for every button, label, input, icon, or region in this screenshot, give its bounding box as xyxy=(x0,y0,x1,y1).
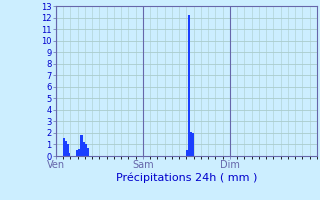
Bar xyxy=(76,150,78,156)
Bar xyxy=(87,148,89,156)
Bar xyxy=(67,144,69,156)
Bar xyxy=(81,135,83,156)
Bar xyxy=(83,142,85,156)
Bar xyxy=(63,138,65,156)
Bar xyxy=(186,150,188,156)
Bar xyxy=(78,149,80,156)
X-axis label: Précipitations 24h ( mm ): Précipitations 24h ( mm ) xyxy=(116,173,257,183)
Bar xyxy=(188,15,190,156)
Bar xyxy=(80,135,81,156)
Bar xyxy=(85,144,87,156)
Bar xyxy=(192,133,194,156)
Bar xyxy=(69,153,70,156)
Bar xyxy=(65,141,67,156)
Bar xyxy=(190,132,192,156)
